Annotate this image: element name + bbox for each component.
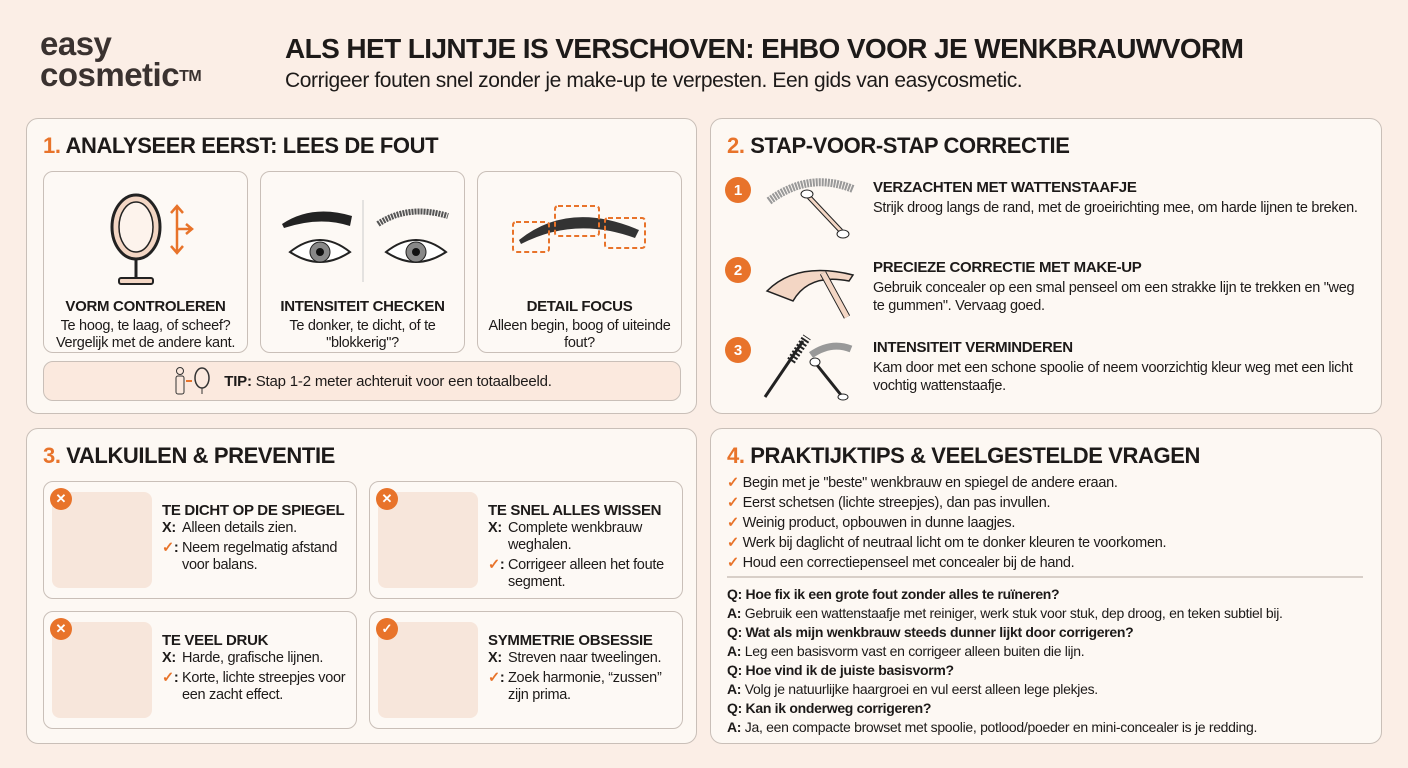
check-icon: ✓ [727,535,739,551]
faq-answer: A: Ja, een compacte browset met spoolie,… [727,719,1258,735]
card-detail: DETAIL FOCUS Alleen begin, boog of uitei… [477,171,682,353]
pitfall-card: ✕ TE SNEL ALLES WISSEN X: Complete wenkbr… [369,481,683,599]
section-praktijktips: 4. PRAKTIJKTIPS & VEELGESTELDE VRAGEN ✓ … [710,428,1382,744]
step-desc: Kam door met een schone spoolie of neem … [873,360,1353,394]
step-desc: Strijk droog langs de rand, met de groei… [873,200,1358,216]
pitfall-title: TE DICHT OP DE SPIEGEL [162,502,345,519]
eyebrows-icon [378,622,478,718]
pitfall-card: ✕ TE VEEL DRUK X: Harde, grafische lijnen… [43,611,357,729]
faq-answer: A: Leg een basisvorm vast en corrigeer a… [727,643,1085,659]
step-number: 2 [725,257,751,283]
logo-line1: easy [40,25,112,62]
page-title: ALS HET LIJNTJE IS VERSCHOVEN: EHBO VOOR… [285,33,1244,64]
faq-question: Q: Kan ik onderweg corrigeren? [727,700,932,716]
pitfall-bad: X: Harde, grafische lijnen. [162,650,324,666]
section-heading: 4. PRAKTIJKTIPS & VEELGESTELDE VRAGEN [727,443,1200,468]
trademark: TM [179,68,202,85]
tip-item: ✓ Begin met je "beste" wenkbrauw en spie… [727,475,1118,491]
tip-item: ✓ Houd een correctiepenseel met conceale… [727,555,1075,571]
step-number: 1 [725,177,751,203]
mirror-icon [110,193,194,285]
card-title: DETAIL FOCUS [526,298,633,315]
card-desc: Te donker, te dicht, of te "blokkerig"? [289,318,436,351]
section-heading: 1. ANALYSEER EERST: LEES DE FOUT [43,133,439,158]
card-intensiteit: INTENSITEIT CHECKEN Te donker, te dicht,… [260,171,465,353]
brow-detail-icon [511,205,646,253]
card-title: VORM CONTROLEREN [65,298,226,315]
step-desc: Gebruik concealer op een smal penseel om… [873,280,1355,314]
logo-line2: cosmetic [40,56,180,93]
page-subtitle: Corrigeer fouten snel zonder je make-up … [285,69,1023,92]
section-analyse: 1. ANALYSEER EERST: LEES DE FOUT VORM CO… [26,118,697,414]
pitfall-card: ✓ SYMMETRIE OBSESSIE X: Streven naar twee… [369,611,683,729]
step-1: 1 VERZACHTEN MET WATTENSTAAFJE Strijk dr… [725,177,1365,257]
section-valkuilen: 3. VALKUILEN & PREVENTIE ✕ TE DICHT OP D… [26,428,697,744]
eyes-comparison-icon [281,200,449,282]
cotton-swab-icon [766,178,855,239]
faq-answer: A: Gebruik een wattenstaafje met reinige… [727,605,1283,621]
cross-badge-icon: ✕ [50,488,72,510]
pitfall-title: SYMMETRIE OBSESSIE [488,632,653,649]
section-correctie: 2. STAP-VOOR-STAP CORRECTIE 1 VERZACHTEN… [710,118,1382,414]
section-heading: 3. VALKUILEN & PREVENTIE [43,443,335,468]
divider [727,576,1363,578]
pitfall-good: ✓: Korte, lichte streepjes voor een zacht… [162,670,346,703]
check-badge-icon: ✓ [376,618,398,640]
faq-question: Q: Wat als mijn wenkbrauw steeds dunner … [727,624,1134,640]
check-icon: ✓ [727,495,739,511]
faq-question: Q: Hoe fix ik een grote fout zonder alle… [727,586,1060,602]
faq-question: Q: Hoe vind ik de juiste basisvorm? [727,662,954,678]
card-desc: Alleen begin, boog of uiteinde fout? [488,318,671,351]
pencil-icon [52,622,152,718]
check-icon: ✓ [727,475,739,491]
person-mirror-icon [175,367,210,395]
pitfall-bad: X: Alleen details zien. [162,520,297,536]
section-heading: 2. STAP-VOOR-STAP CORRECTIE [727,133,1070,158]
logo: easy cosmeticTM [40,25,202,93]
pitfall-bad: X: Complete wenkbrauw weghalen. [488,520,643,553]
pitfall-card: ✕ TE DICHT OP DE SPIEGEL X: Alleen detail… [43,481,357,599]
tip-item: ✓ Weinig product, opbouwen in dunne laag… [727,515,1016,531]
step-title: INTENSITEIT VERMINDEREN [873,339,1073,356]
tip-bar: TIP: Stap 1-2 meter achteruit voor een t… [43,361,681,401]
face-mirror-icon [52,492,152,588]
tips-list: ✓ Begin met je "beste" wenkbrauw en spie… [727,475,1167,575]
card-title: INTENSITEIT CHECKEN [280,298,445,315]
step-title: PRECIEZE CORRECTIE MET MAKE-UP [873,259,1142,276]
step-3: 3 INTENSITEIT VERMINDEREN Kam door met e… [725,334,1365,417]
wipe-hand-icon [378,492,478,588]
pitfall-bad: X: Streven naar tweelingen. [488,650,662,666]
pitfall-title: TE SNEL ALLES WISSEN [488,502,662,519]
pitfall-good: ✓: Zoek harmonie, “zussen” zijn prima. [488,670,662,703]
concealer-brush-icon [765,269,855,319]
card-vorm: VORM CONTROLEREN Te hoog, te laag, of sc… [43,171,248,353]
tip-item: ✓ Werk bij daglicht of neutraal licht om… [727,535,1167,551]
pitfall-good: ✓: Neem regelmatig afstand voor balans. [162,540,338,573]
check-icon: ✓ [727,555,739,571]
step-2: 2 PRECIEZE CORRECTIE MET MAKE-UP Gebruik… [725,257,1365,337]
tip-item: ✓ Eerst schetsen (lichte streepjes), dan… [727,495,1051,511]
cross-badge-icon: ✕ [50,618,72,640]
tip-text: Stap 1-2 meter achteruit voor een totaal… [251,372,552,390]
tip-label: TIP: [224,372,252,390]
faq-list: Q: Hoe fix ik een grote fout zonder alle… [727,586,1283,738]
faq-answer: A: Volg je natuurlijke haargroei en vul … [727,681,1098,697]
cross-badge-icon: ✕ [376,488,398,510]
pitfall-title: TE VEEL DRUK [162,632,269,649]
pitfall-good: ✓: Corrigeer alleen het foute segment. [488,557,664,590]
check-icon: ✓ [727,515,739,531]
step-number: 3 [725,337,751,363]
card-desc: Te hoog, te laag, of scheef? Vergelijk m… [55,318,236,351]
spoolie-icon [763,334,853,401]
step-title: VERZACHTEN MET WATTENSTAAFJE [873,179,1137,196]
